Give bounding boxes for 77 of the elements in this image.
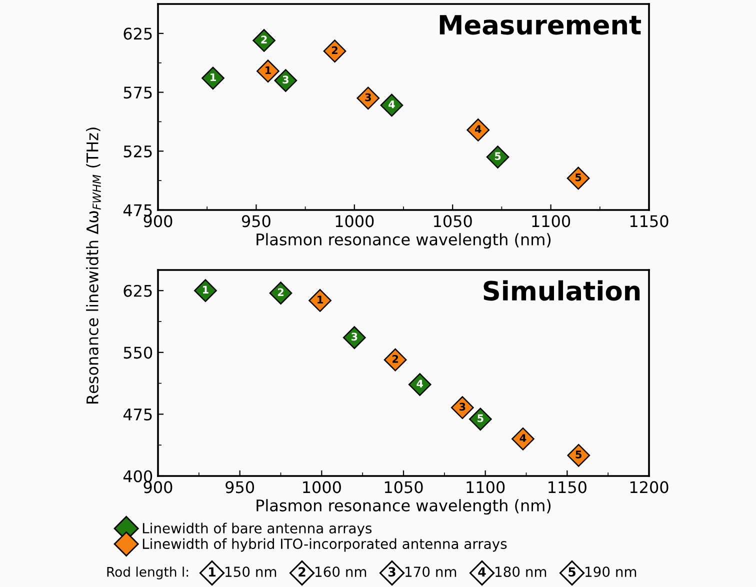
annotation: 5 xyxy=(494,152,501,160)
annotation: 3 xyxy=(365,93,371,102)
text: 190 nm xyxy=(586,566,636,578)
point xyxy=(384,348,407,372)
text: Rod length l: xyxy=(107,566,188,580)
annotation: 1 xyxy=(203,286,208,294)
point xyxy=(450,396,474,420)
text: 160 nm xyxy=(316,566,366,578)
x-axis-title: Plasmon resonance wavelength (nm) xyxy=(256,233,551,249)
point xyxy=(274,69,298,92)
point xyxy=(194,279,217,302)
point xyxy=(342,326,366,349)
y-tick-label: 550 xyxy=(124,346,152,359)
point xyxy=(202,66,224,90)
x-tick-label: 1000 xyxy=(303,481,341,494)
text: 3 xyxy=(388,567,396,577)
x-tick-label: 1100 xyxy=(532,215,570,228)
y-axis-title: Resonance linewidth Δω$_{FWHM}$ (THz) xyxy=(86,128,101,404)
text: 4 xyxy=(478,567,486,576)
text: 150 nm xyxy=(226,566,276,578)
x-tick-label: 1150 xyxy=(630,215,668,228)
x-tick-label: 1100 xyxy=(466,481,505,494)
annotation: 2 xyxy=(278,288,284,296)
x-tick-label: 900 xyxy=(144,215,172,228)
point xyxy=(567,444,590,467)
annotation: 4 xyxy=(416,380,424,388)
y-tick-label: 625 xyxy=(124,28,152,40)
point xyxy=(466,118,490,142)
legend-label: Linewidth of hybrid ITO-incorporated antenna arrays xyxy=(142,538,507,552)
x-tick-label: 900 xyxy=(144,481,172,494)
x-tick-label: 950 xyxy=(242,215,270,228)
text: 180 nm xyxy=(496,566,546,578)
annotation: 1 xyxy=(210,73,216,82)
annotation: 3 xyxy=(459,402,466,411)
annotation: 3 xyxy=(351,332,358,341)
y-tick-label: 475 xyxy=(123,204,152,216)
text: 170 nm xyxy=(406,566,456,578)
point xyxy=(308,289,332,312)
point xyxy=(252,29,276,52)
point xyxy=(269,282,292,304)
text: 2 xyxy=(298,567,306,576)
annotation: 2 xyxy=(261,36,267,44)
annotation: 5 xyxy=(575,173,582,182)
x-tick-label: 1150 xyxy=(548,481,586,494)
annotation: 1 xyxy=(266,66,271,74)
annotation: 3 xyxy=(282,76,288,84)
annotation: 1 xyxy=(318,296,323,304)
point xyxy=(566,166,590,190)
y-tick-label: 525 xyxy=(124,145,152,158)
x-tick-label: 950 xyxy=(226,481,254,494)
annotation: 2 xyxy=(332,46,338,54)
point xyxy=(468,408,492,431)
annotation: 5 xyxy=(576,450,582,458)
legend-label: Linewidth of bare antenna arrays xyxy=(142,522,372,536)
y-tick-label: 400 xyxy=(123,470,152,482)
y-tick-label: 575 xyxy=(124,86,152,99)
x-axis-title: Plasmon resonance wavelength (nm) xyxy=(256,499,551,515)
point xyxy=(323,40,346,63)
point xyxy=(380,94,404,117)
annotation: 4 xyxy=(520,434,526,442)
annotation: 5 xyxy=(478,414,484,422)
point xyxy=(408,373,432,396)
chart-title: Simulation xyxy=(484,280,640,301)
annotation: 2 xyxy=(392,354,398,363)
x-tick-label: 1200 xyxy=(630,481,668,494)
x-tick-label: 1050 xyxy=(384,481,423,494)
point xyxy=(256,60,280,83)
text: 5 xyxy=(568,567,576,577)
y-tick-label: 625 xyxy=(124,284,152,297)
chart-title: Measurement xyxy=(440,15,642,35)
point xyxy=(356,86,380,110)
y-tick-label: 475 xyxy=(123,408,152,420)
annotation: 4 xyxy=(388,100,395,108)
x-tick-label: 1000 xyxy=(336,215,374,228)
annotation: 4 xyxy=(474,125,482,133)
text: 1 xyxy=(209,567,216,576)
x-tick-label: 1050 xyxy=(434,215,472,228)
